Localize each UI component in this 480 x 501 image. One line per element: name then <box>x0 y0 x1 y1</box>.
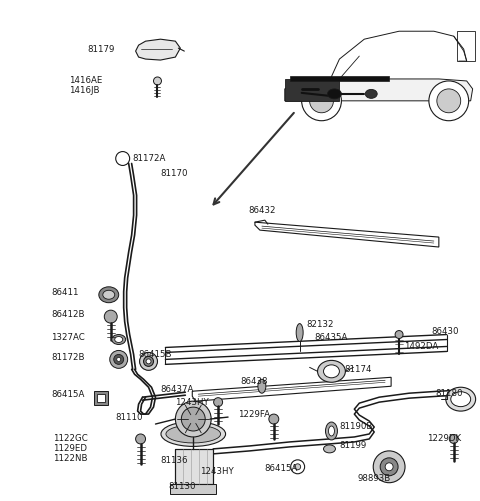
Circle shape <box>117 357 120 361</box>
Ellipse shape <box>324 365 339 378</box>
Bar <box>94 391 108 405</box>
Ellipse shape <box>103 290 115 299</box>
Ellipse shape <box>161 421 226 446</box>
Ellipse shape <box>166 425 221 443</box>
Text: 81172B: 81172B <box>51 353 84 362</box>
Ellipse shape <box>112 335 126 345</box>
Ellipse shape <box>451 392 471 407</box>
Text: 86435A: 86435A <box>314 333 348 342</box>
Text: 1416AE: 1416AE <box>69 77 102 86</box>
Text: 81110: 81110 <box>116 412 143 421</box>
Text: 81170: 81170 <box>160 169 188 178</box>
Text: 86415B: 86415B <box>139 350 172 359</box>
Ellipse shape <box>136 434 145 444</box>
Text: 81130: 81130 <box>168 482 196 491</box>
Text: 81174: 81174 <box>344 365 372 374</box>
Circle shape <box>175 401 211 437</box>
Ellipse shape <box>328 426 335 436</box>
Ellipse shape <box>446 387 476 411</box>
Circle shape <box>295 464 300 470</box>
Circle shape <box>114 354 124 364</box>
Ellipse shape <box>99 287 119 303</box>
Ellipse shape <box>395 331 403 339</box>
Text: 1327AC: 1327AC <box>51 333 85 342</box>
Text: 1416JB: 1416JB <box>69 86 99 95</box>
Text: 86415A: 86415A <box>51 390 84 399</box>
Text: 1129ED: 1129ED <box>53 444 87 453</box>
Text: 81172A: 81172A <box>132 154 166 163</box>
Circle shape <box>310 89 334 113</box>
Ellipse shape <box>325 422 337 440</box>
Text: 1229DK: 1229DK <box>427 434 461 443</box>
Text: 1243HY: 1243HY <box>200 467 234 476</box>
Text: 1243HY: 1243HY <box>175 398 209 407</box>
Polygon shape <box>255 222 439 247</box>
Ellipse shape <box>258 379 266 393</box>
Ellipse shape <box>449 434 458 443</box>
Text: 86438: 86438 <box>240 377 267 386</box>
Bar <box>97 394 105 402</box>
Ellipse shape <box>269 414 279 424</box>
Ellipse shape <box>146 359 151 364</box>
Text: 1492DA: 1492DA <box>404 342 438 351</box>
Circle shape <box>437 89 461 113</box>
Bar <box>290 76 389 81</box>
Polygon shape <box>192 377 391 401</box>
Text: 98893B: 98893B <box>357 474 391 483</box>
Bar <box>285 79 339 101</box>
Circle shape <box>373 451 405 482</box>
Text: 82132: 82132 <box>307 320 334 329</box>
Text: 86415A: 86415A <box>265 464 298 473</box>
Text: 81199: 81199 <box>339 441 367 450</box>
Bar <box>175 449 213 483</box>
Circle shape <box>380 458 398 476</box>
Text: 86412B: 86412B <box>51 310 84 319</box>
Polygon shape <box>136 39 180 60</box>
Text: 1229FA: 1229FA <box>238 410 270 419</box>
Ellipse shape <box>140 352 157 370</box>
Bar <box>170 483 216 493</box>
Circle shape <box>301 81 341 121</box>
Ellipse shape <box>154 77 161 85</box>
Bar <box>175 449 213 483</box>
Text: 81190B: 81190B <box>339 421 373 430</box>
Circle shape <box>385 463 393 471</box>
Ellipse shape <box>365 89 377 98</box>
Text: 86437A: 86437A <box>160 385 194 394</box>
Text: 81179: 81179 <box>87 45 114 54</box>
Circle shape <box>429 81 468 121</box>
Text: 1122NB: 1122NB <box>53 454 87 463</box>
Ellipse shape <box>144 356 154 366</box>
Text: 1122GC: 1122GC <box>53 434 88 443</box>
Text: 86432: 86432 <box>248 206 276 215</box>
Text: 81180: 81180 <box>436 389 463 398</box>
Bar <box>457 31 475 61</box>
Text: 81136: 81136 <box>160 456 188 465</box>
Ellipse shape <box>104 310 117 323</box>
Ellipse shape <box>296 324 303 342</box>
Circle shape <box>110 350 128 368</box>
Ellipse shape <box>115 337 123 343</box>
Text: 86430: 86430 <box>431 327 458 336</box>
Text: 86411: 86411 <box>51 288 79 297</box>
Ellipse shape <box>214 398 223 407</box>
Ellipse shape <box>318 360 346 382</box>
Ellipse shape <box>327 89 341 99</box>
Circle shape <box>181 407 205 431</box>
Ellipse shape <box>324 445 336 453</box>
Polygon shape <box>285 79 473 101</box>
